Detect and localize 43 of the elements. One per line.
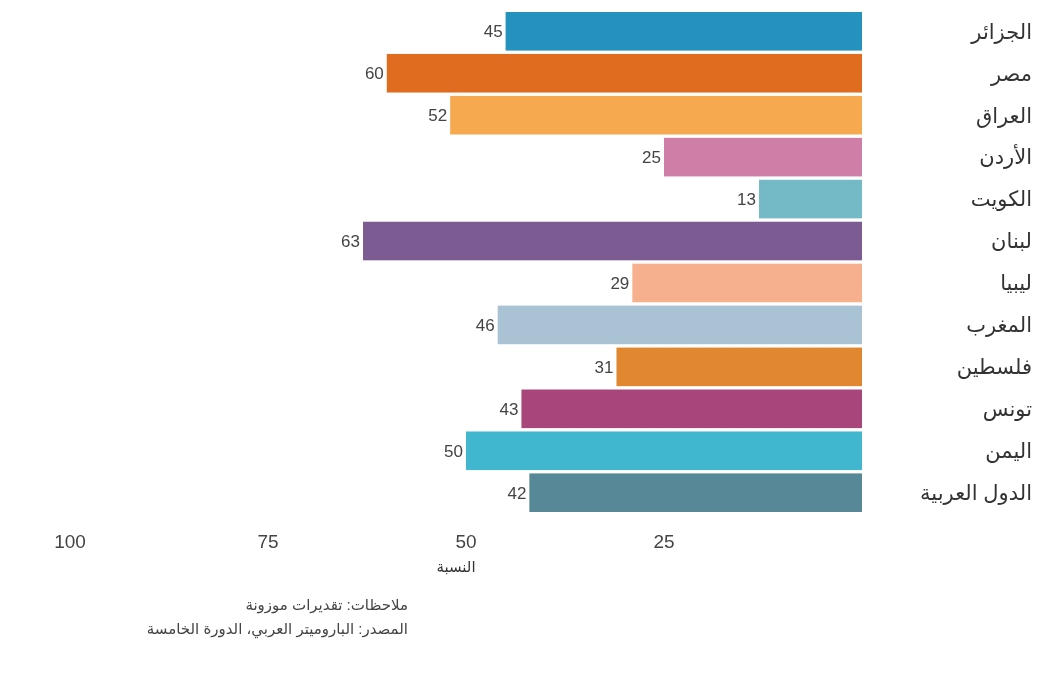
bar xyxy=(632,263,862,303)
y-tick-label: مصر xyxy=(989,61,1032,86)
data-label: 60 xyxy=(364,64,384,84)
y-tick-label: الكويت xyxy=(970,187,1032,212)
data-label: 46 xyxy=(475,315,495,335)
x-tick-label: 100 xyxy=(54,531,86,552)
data-label: 31 xyxy=(594,357,614,377)
y-tick-label: اليمن xyxy=(985,439,1032,464)
x-tick-label: 75 xyxy=(257,531,279,552)
y-tick-label: فلسطين xyxy=(956,355,1032,380)
y-tick-label: لبنان xyxy=(991,229,1032,253)
bar xyxy=(466,431,862,471)
y-tick-label: تونس xyxy=(982,397,1033,422)
x-tick-label: 25 xyxy=(653,531,675,552)
data-label: 13 xyxy=(737,190,757,210)
data-label: 63 xyxy=(341,231,361,251)
data-label: 25 xyxy=(642,148,661,168)
data-label: 50 xyxy=(444,441,463,461)
data-label: 43 xyxy=(499,399,519,419)
bar xyxy=(505,12,862,51)
data-label: 52 xyxy=(428,106,448,126)
data-label: 29 xyxy=(610,273,630,293)
bar xyxy=(386,53,862,93)
y-tick-label: ليبيا xyxy=(1000,271,1032,295)
bar xyxy=(616,347,862,387)
data-label: 45 xyxy=(483,22,503,42)
bar xyxy=(664,137,862,177)
y-tick-label: الدول العربية xyxy=(920,481,1032,506)
x-axis-title: النسبة xyxy=(436,558,476,575)
text: المصدر: الباروميتر العربي، الدورة الخامسة xyxy=(146,620,408,639)
y-tick-label: العراق xyxy=(975,103,1032,128)
bar xyxy=(529,473,862,512)
y-tick-label: الجزائر xyxy=(970,19,1032,44)
data-label: 42 xyxy=(507,483,527,503)
bar xyxy=(363,221,862,261)
text: ملاحظات: تقديرات موزونة xyxy=(245,596,408,614)
bar xyxy=(497,305,862,345)
bar xyxy=(759,179,862,219)
bar xyxy=(450,95,862,135)
y-tick-label: المغرب xyxy=(966,313,1032,338)
x-tick-label: 50 xyxy=(455,531,477,552)
y-tick-label: الأردن xyxy=(979,144,1032,170)
bar xyxy=(521,389,862,429)
